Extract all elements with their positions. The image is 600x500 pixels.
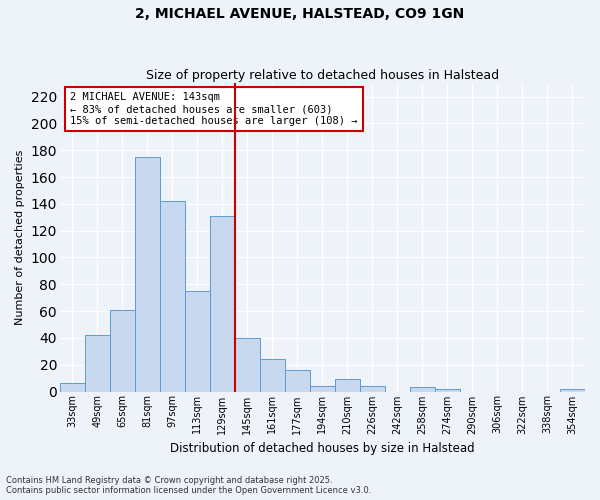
Text: 2 MICHAEL AVENUE: 143sqm
← 83% of detached houses are smaller (603)
15% of semi-: 2 MICHAEL AVENUE: 143sqm ← 83% of detach… — [70, 92, 358, 126]
Bar — [185, 291, 210, 392]
Bar — [410, 388, 435, 392]
Text: Contains HM Land Registry data © Crown copyright and database right 2025.
Contai: Contains HM Land Registry data © Crown c… — [6, 476, 371, 495]
Bar — [560, 389, 585, 392]
Bar — [260, 360, 285, 392]
Bar — [235, 338, 260, 392]
Text: 2, MICHAEL AVENUE, HALSTEAD, CO9 1GN: 2, MICHAEL AVENUE, HALSTEAD, CO9 1GN — [136, 8, 464, 22]
Title: Size of property relative to detached houses in Halstead: Size of property relative to detached ho… — [146, 69, 499, 82]
Bar — [160, 201, 185, 392]
Bar — [435, 389, 460, 392]
Bar — [335, 380, 360, 392]
X-axis label: Distribution of detached houses by size in Halstead: Distribution of detached houses by size … — [170, 442, 475, 455]
Y-axis label: Number of detached properties: Number of detached properties — [15, 150, 25, 325]
Bar — [135, 157, 160, 392]
Bar — [285, 370, 310, 392]
Bar — [210, 216, 235, 392]
Bar — [360, 386, 385, 392]
Bar — [85, 335, 110, 392]
Bar — [310, 386, 335, 392]
Bar — [60, 384, 85, 392]
Bar — [110, 310, 135, 392]
